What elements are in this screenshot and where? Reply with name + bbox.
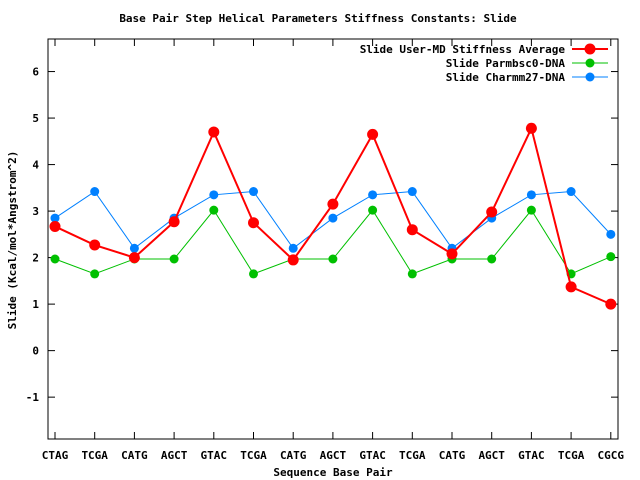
data-point — [168, 216, 180, 228]
data-point — [526, 190, 536, 200]
x-tick-label: GTAC — [359, 449, 386, 462]
data-point — [368, 190, 378, 200]
data-point — [287, 254, 299, 266]
x-tick-label: TCGA — [399, 449, 426, 462]
x-tick-label: TCGA — [558, 449, 585, 462]
x-axis: CTAG TCGA CATG AGCT GTAC TCGA CATG AGCT GTAC TCGA… — [42, 39, 625, 462]
y-axis-label: Slide (Kcal/mol*Angstrom^2) — [6, 151, 19, 330]
data-point — [50, 254, 60, 264]
y-tick-label: 1 — [32, 298, 39, 311]
plot-area-frame — [47, 38, 619, 440]
data-point — [169, 254, 179, 264]
x-tick-label: CTAG — [42, 449, 69, 462]
data-point — [368, 205, 378, 215]
data-point — [367, 128, 379, 140]
y-tick-label: 5 — [32, 112, 39, 125]
x-tick-label: CGCG — [598, 449, 625, 462]
series-1 — [49, 122, 617, 310]
data-point — [328, 254, 338, 264]
data-point — [327, 198, 339, 210]
y-axis: -1 0 1 2 3 4 5 6 — [26, 66, 618, 404]
data-point — [128, 252, 140, 264]
series-2 — [50, 205, 616, 279]
data-point — [566, 187, 576, 197]
data-point — [486, 206, 498, 218]
series-3 — [50, 187, 616, 253]
data-point — [606, 252, 616, 262]
data-point — [407, 187, 417, 197]
legend-label: Slide Charmm27-DNA — [446, 71, 566, 84]
data-point — [90, 187, 100, 197]
legend-label: Slide Parmbsc0-DNA — [446, 57, 566, 70]
data-point — [565, 281, 577, 293]
legend-label: Slide User-MD Stiffness Average — [360, 43, 566, 56]
y-tick-label: 6 — [32, 66, 39, 79]
data-point — [407, 269, 417, 279]
data-point — [208, 126, 220, 138]
data-point — [249, 269, 258, 279]
data-point — [50, 213, 60, 223]
x-tick-label: TCGA — [81, 449, 108, 462]
x-axis-label: Sequence Base Pair — [273, 466, 393, 479]
data-point — [49, 220, 61, 232]
data-point — [606, 229, 616, 239]
x-tick-label: AGCT — [478, 449, 505, 462]
data-point — [605, 298, 617, 310]
x-tick-label: CATG — [280, 449, 307, 462]
x-tick-label: AGCT — [320, 449, 347, 462]
y-tick-label: 3 — [32, 205, 39, 218]
legend-marker — [585, 58, 595, 68]
y-tick-label: 4 — [32, 159, 39, 172]
data-point — [525, 122, 537, 134]
chart-title: Base Pair Step Helical Parameters Stiffn… — [119, 12, 517, 25]
data-point — [209, 190, 219, 200]
data-point — [328, 213, 338, 223]
y-tick-label: 0 — [32, 345, 39, 358]
x-tick-label: AGCT — [161, 449, 188, 462]
data-point — [209, 205, 219, 215]
data-point — [526, 205, 536, 215]
series-layer — [49, 122, 617, 310]
x-tick-label: CATG — [439, 449, 466, 462]
y-tick-label: -1 — [26, 391, 40, 404]
data-point — [129, 243, 139, 253]
data-point — [89, 239, 101, 251]
data-point — [406, 224, 418, 236]
x-tick-label: CATG — [121, 449, 148, 462]
data-point — [487, 254, 497, 264]
data-point — [90, 269, 100, 279]
data-point — [248, 217, 259, 229]
x-tick-label: GTAC — [201, 449, 228, 462]
x-tick-label: GTAC — [518, 449, 545, 462]
legend-marker — [584, 43, 596, 55]
data-point — [446, 248, 458, 260]
legend-marker — [585, 72, 595, 82]
data-point — [249, 187, 258, 197]
x-tick-label: TCGA — [240, 449, 267, 462]
y-tick-label: 2 — [32, 252, 39, 265]
data-point — [288, 243, 298, 253]
